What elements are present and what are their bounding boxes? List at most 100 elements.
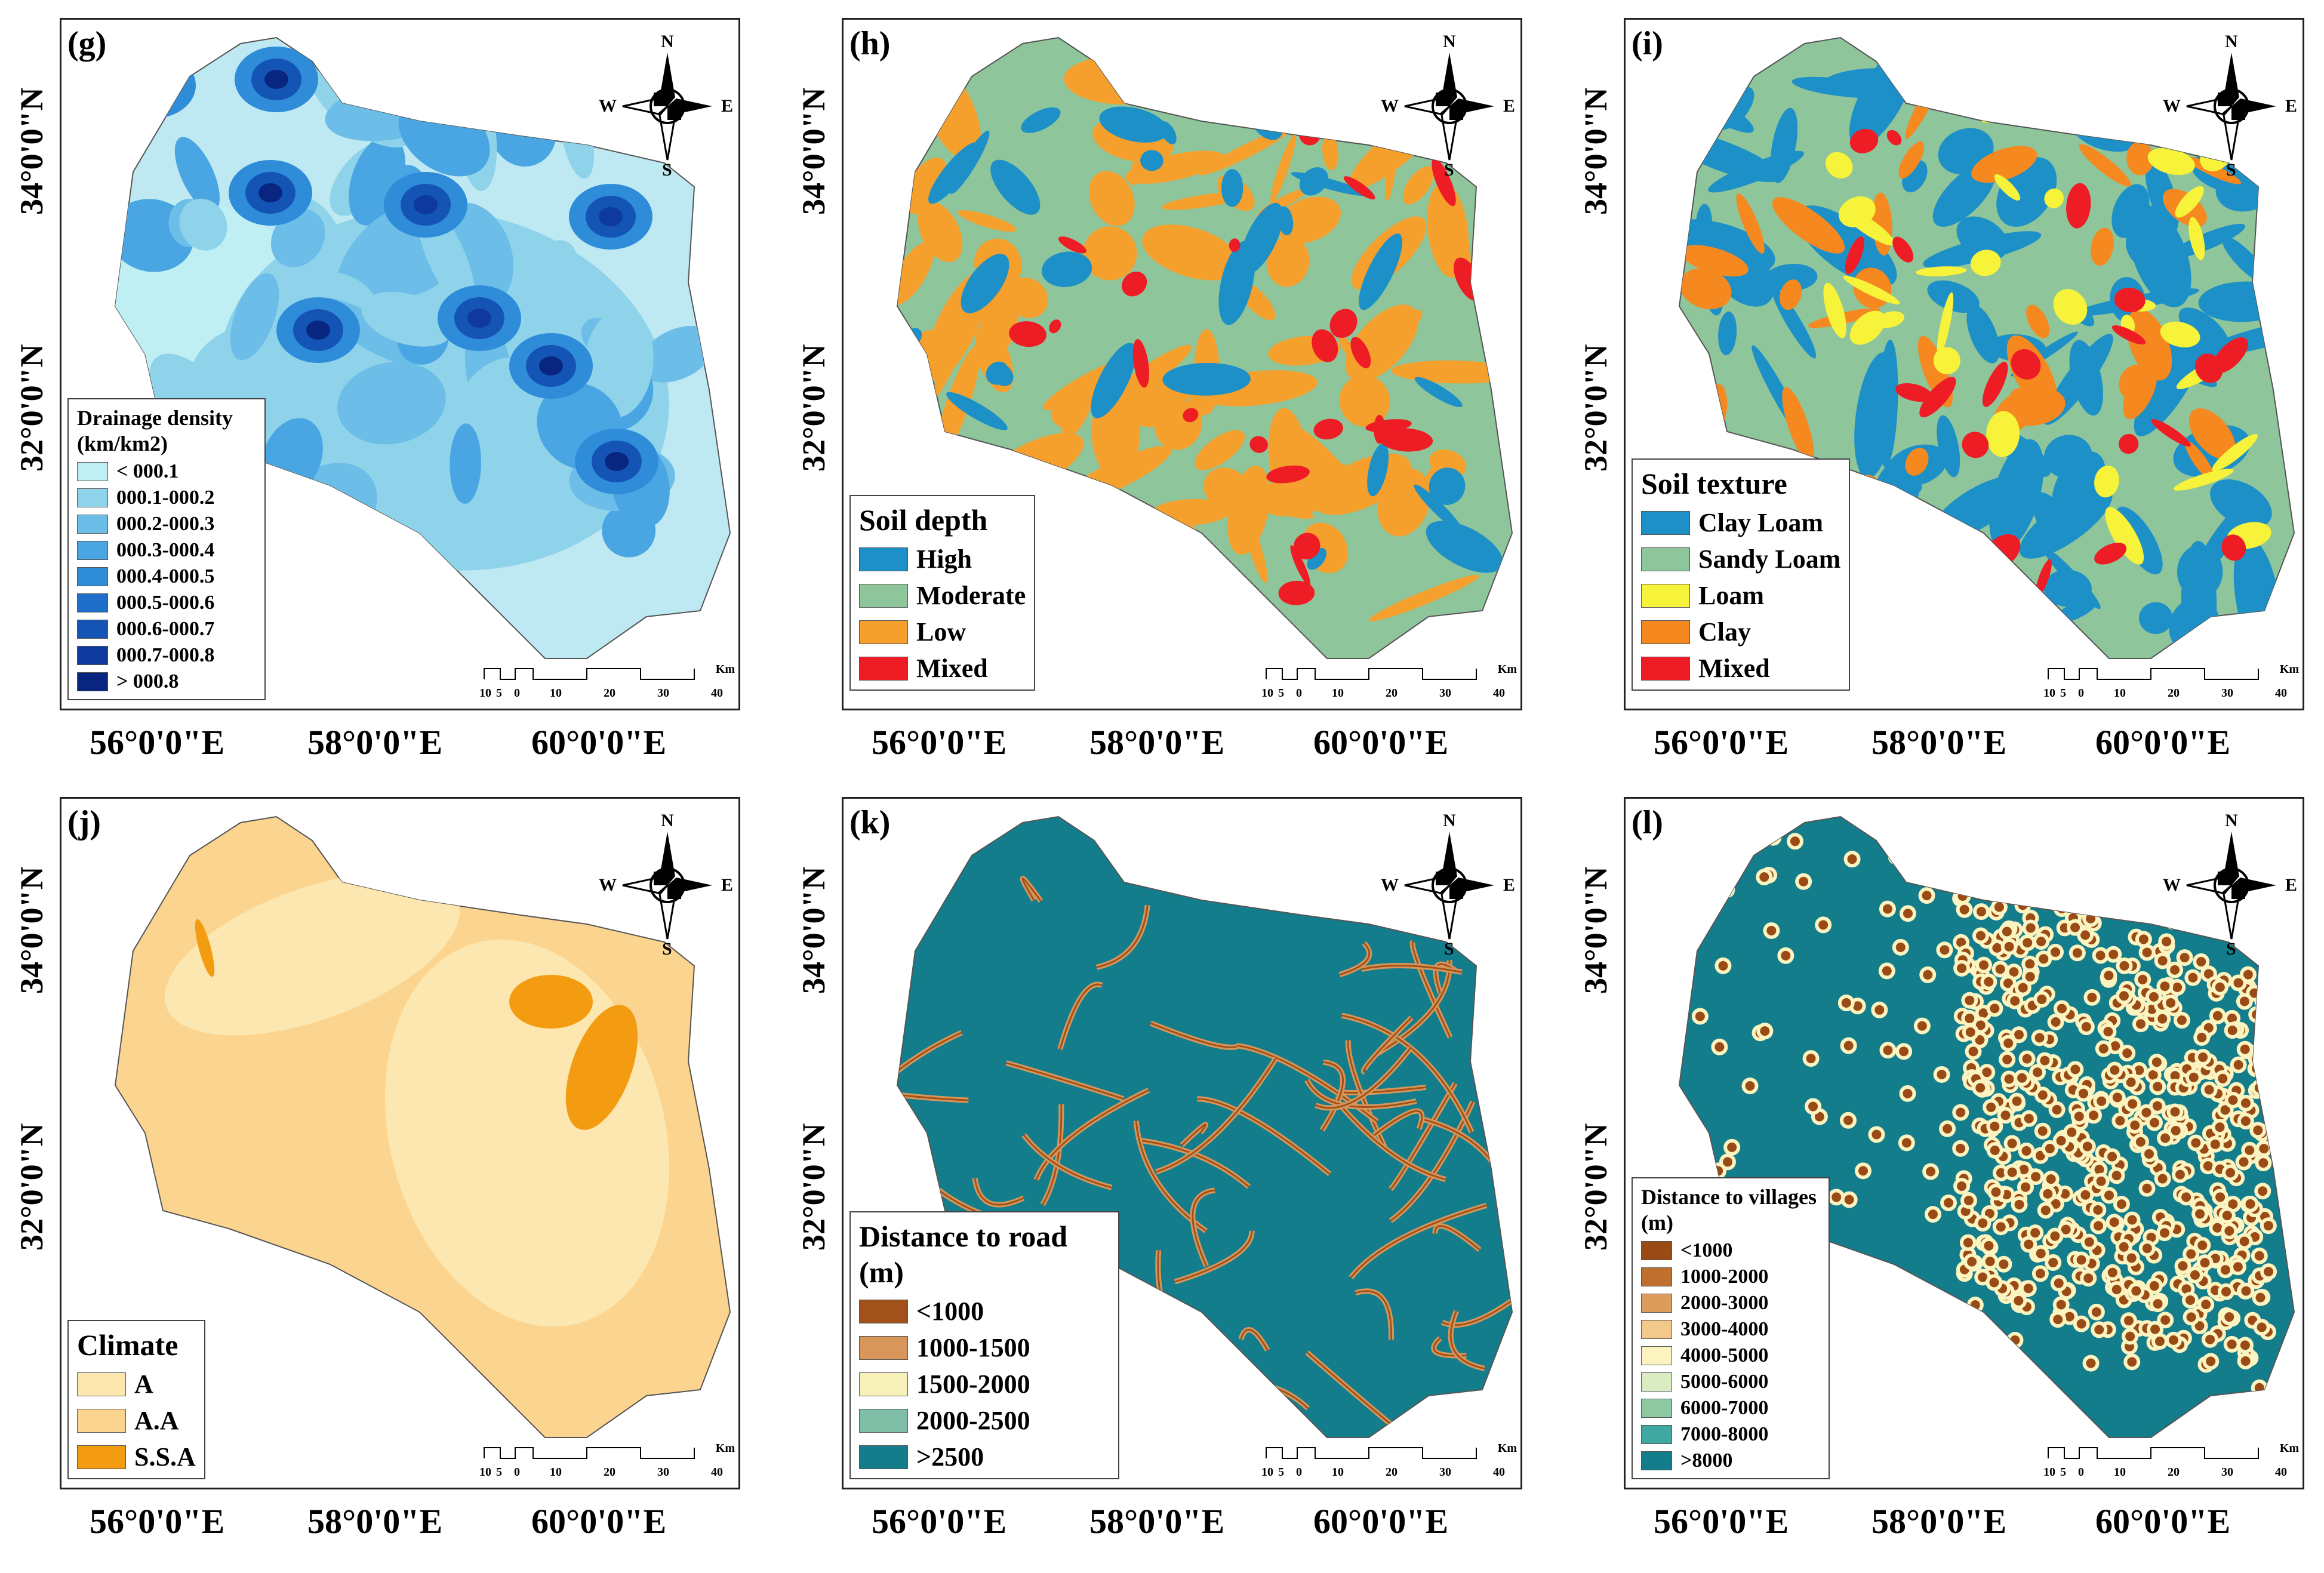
village-point	[2080, 930, 2091, 940]
soil-patch	[1970, 250, 2001, 276]
village-point	[2148, 1070, 2158, 1080]
village-point	[1895, 942, 1906, 952]
village-point	[1991, 1187, 2001, 1197]
map-legend: Distance to road (m) <1000 1000-1500 1500-2…	[849, 1211, 1119, 1479]
village-buffer	[1718, 881, 1735, 898]
drainage-zone	[639, 325, 715, 383]
village-point	[1834, 1340, 1844, 1350]
map-panel-j: 34°0'0"N 32°0'0"N (j) N S W E 10 5 0 10 20 30 40 Km Cli…	[6, 797, 746, 1567]
soil-patch	[1369, 574, 1479, 621]
village-point	[1759, 872, 1769, 882]
map-frame: (g) N S W E 10 5 0 10 20 30 40 Km Drainage density (k…	[60, 18, 740, 710]
legend-swatch	[77, 593, 108, 612]
scale-unit: Km	[2279, 1442, 2299, 1455]
legend-swatch	[1641, 1399, 1672, 1418]
legend-swatch	[77, 515, 108, 534]
legend-swatch	[77, 1445, 126, 1469]
village-point	[2104, 1190, 2114, 1200]
village-point	[2070, 1064, 2080, 1075]
village-point	[2142, 1243, 2152, 1254]
village-point	[2135, 1137, 2146, 1147]
soil-patch	[1403, 166, 1434, 205]
scale-bar: 10 5 0 10 20 30 40 Km	[2043, 1440, 2299, 1482]
scale-tick-label: 40	[711, 687, 723, 700]
village-point	[2157, 956, 2168, 966]
road-line	[1341, 1014, 1473, 1133]
village-point	[1999, 887, 2009, 897]
village-point	[2112, 1092, 2122, 1103]
village-point	[2128, 1099, 2138, 1109]
soil-patch	[2134, 323, 2209, 436]
scale-tick-label: 10	[550, 1466, 562, 1479]
village-point	[2040, 1205, 2051, 1215]
legend-title: Climate	[77, 1328, 178, 1362]
village-point	[1967, 1257, 1977, 1267]
panel-label: (g)	[67, 25, 107, 62]
village-point	[2063, 836, 2073, 846]
village-point	[2048, 1257, 2058, 1267]
village-point	[1903, 909, 1913, 919]
village-point	[1963, 1238, 1973, 1248]
village-point	[2181, 1284, 2191, 1294]
soil-patch	[1695, 204, 1713, 247]
village-point	[2254, 1083, 2264, 1093]
soil-patch	[2210, 479, 2272, 528]
village-point	[2060, 1189, 2070, 1199]
village-point	[1982, 1067, 1992, 1078]
village-point	[1956, 1107, 1966, 1118]
legend-label: Loam	[1698, 581, 1764, 610]
village-point	[2264, 995, 2274, 1005]
village-point	[1832, 1192, 1842, 1202]
village-point	[1989, 1278, 1999, 1288]
village-point	[2078, 1088, 2088, 1098]
village-point	[2190, 1270, 2200, 1280]
village-point	[2263, 1057, 2273, 1067]
compass-n: N	[2225, 811, 2238, 830]
village-point	[2002, 926, 2012, 937]
village-point	[2153, 1299, 2163, 1309]
legend-swatch	[859, 547, 908, 571]
village-point	[2082, 1141, 2092, 1152]
legend-item: Clay	[1641, 617, 1840, 647]
village-point	[2021, 1146, 2031, 1156]
soil-patch	[1878, 591, 1977, 630]
village-point	[2148, 992, 2159, 1002]
legend-item: 3000-4000	[1641, 1318, 1820, 1341]
map-panel-i: 34°0'0"N 32°0'0"N (i) N S W E 10 5 0 10 20 30 40 Km Soi…	[1570, 18, 2310, 788]
village-point	[2227, 1026, 2237, 1036]
village-point	[2151, 1057, 2162, 1067]
soil-patch	[2105, 507, 2144, 565]
village-point	[1984, 1208, 1994, 1218]
village-point	[2198, 1052, 2208, 1063]
compass-n: N	[661, 811, 674, 830]
soil-patch	[1680, 245, 1749, 277]
north-arrow-icon: N S W E	[1381, 32, 1518, 181]
village-point	[1992, 943, 2002, 953]
legend-title: Soil texture	[1641, 467, 1787, 500]
legend-swatch	[77, 620, 108, 639]
legend-item: 2000-2500	[859, 1405, 1110, 1436]
village-point	[2003, 978, 2013, 989]
soil-patch	[1161, 602, 1181, 658]
compass-s: S	[1444, 939, 1454, 959]
soil-patch	[1329, 309, 1358, 338]
scale-tick-label: 10	[550, 687, 562, 700]
village-point	[2144, 1149, 2154, 1159]
village-point	[2258, 1158, 2268, 1168]
village-point	[1864, 1349, 1874, 1359]
village-point	[1722, 885, 1732, 895]
village-point	[1999, 1259, 2009, 1269]
village-point	[1891, 851, 1901, 861]
village-buffer	[1828, 1307, 1845, 1324]
soil-patch	[1780, 279, 1802, 310]
village-point	[2206, 1356, 2216, 1366]
map-frame: (k) N S W E 10 5 0 10 20 30 40 Km Distance to road (m…	[842, 797, 1522, 1489]
village-point	[2239, 1236, 2249, 1246]
village-point	[2261, 983, 2271, 993]
soil-patch	[1359, 233, 1403, 310]
village-point	[2138, 974, 2148, 984]
village-point	[2031, 1172, 2041, 1182]
soil-patch	[1313, 418, 1343, 440]
village-buffer	[2014, 897, 2031, 914]
soil-patch	[2188, 408, 2236, 460]
